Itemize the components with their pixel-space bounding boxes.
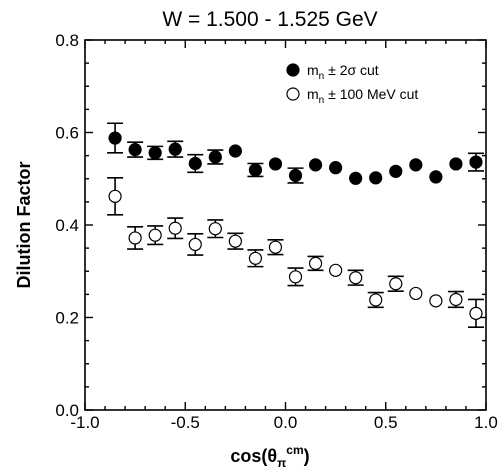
data-point <box>228 234 242 248</box>
legend-entry-100mev: mn ± 100 MeV cut <box>286 86 418 106</box>
y-tick-label: 0.4 <box>55 216 79 235</box>
x-tick-label: 0.0 <box>274 413 298 432</box>
x-tick-label: 0.5 <box>374 413 398 432</box>
data-point <box>308 158 323 172</box>
data-point <box>148 146 162 160</box>
data-point <box>429 170 443 184</box>
data-point <box>449 157 463 171</box>
y-tick-label: 0.2 <box>55 309 79 328</box>
data-point <box>148 228 162 242</box>
data-point <box>168 142 182 156</box>
data-point <box>268 240 283 254</box>
x-tick-label: 1.0 <box>474 413 498 432</box>
data-point <box>248 251 263 265</box>
data-point <box>128 143 142 157</box>
x-tick-label: -0.5 <box>171 413 200 432</box>
y-tick-label: 0.8 <box>55 31 79 50</box>
data-point <box>389 277 403 291</box>
y-axis-ticks <box>85 39 486 411</box>
data-point <box>409 286 423 301</box>
plot-frame <box>84 39 487 411</box>
y-axis-title: Dilution Factor <box>14 162 34 289</box>
legend-marker-filled-circle <box>286 63 300 77</box>
series-100mev-cut <box>107 177 484 329</box>
x-axis-tick-labels: -1.0 -0.5 0.0 0.5 1.0 <box>70 413 497 432</box>
data-point <box>208 150 222 164</box>
data-point <box>108 189 122 203</box>
data-point <box>188 156 202 171</box>
data-point <box>268 157 283 171</box>
data-point <box>248 163 263 177</box>
data-series <box>107 122 484 329</box>
data-point <box>369 293 383 307</box>
data-point <box>369 171 383 185</box>
data-point <box>208 222 222 236</box>
legend-label-100mev: mn ± 100 MeV cut <box>307 86 418 106</box>
data-point <box>329 263 343 277</box>
legend-label-2sigma: mn ± 2σ cut <box>307 62 379 82</box>
data-point <box>168 221 182 235</box>
data-point <box>409 158 423 172</box>
data-point <box>389 164 403 178</box>
data-point <box>429 294 443 308</box>
x-axis-title: cos(θπcm) <box>230 443 309 470</box>
data-point <box>469 155 483 169</box>
y-tick-label: 0.0 <box>55 401 79 420</box>
data-point <box>469 306 483 320</box>
y-axis-tick-labels: 0.0 0.2 0.4 0.6 0.8 <box>55 31 79 420</box>
chart-title: W = 1.500 - 1.525 GeV <box>162 8 377 31</box>
data-point <box>128 231 142 245</box>
legend-entry-2sigma: mn ± 2σ cut <box>286 62 379 82</box>
legend-marker-open-circle <box>286 87 300 101</box>
x-axis-ticks <box>84 40 487 410</box>
y-tick-label: 0.6 <box>55 124 79 143</box>
data-point <box>228 144 242 158</box>
series-2sigma-cut <box>107 122 484 185</box>
data-point <box>449 292 463 307</box>
x-tick-label: -1.0 <box>70 413 99 432</box>
data-point <box>329 161 343 175</box>
legend: mn ± 2σ cut mn ± 100 MeV cut <box>286 62 418 106</box>
data-point <box>288 270 303 284</box>
data-point <box>108 131 122 145</box>
data-point <box>349 271 363 285</box>
data-point <box>188 237 202 252</box>
data-point <box>308 256 323 270</box>
data-point <box>288 168 303 183</box>
data-point <box>349 171 363 185</box>
